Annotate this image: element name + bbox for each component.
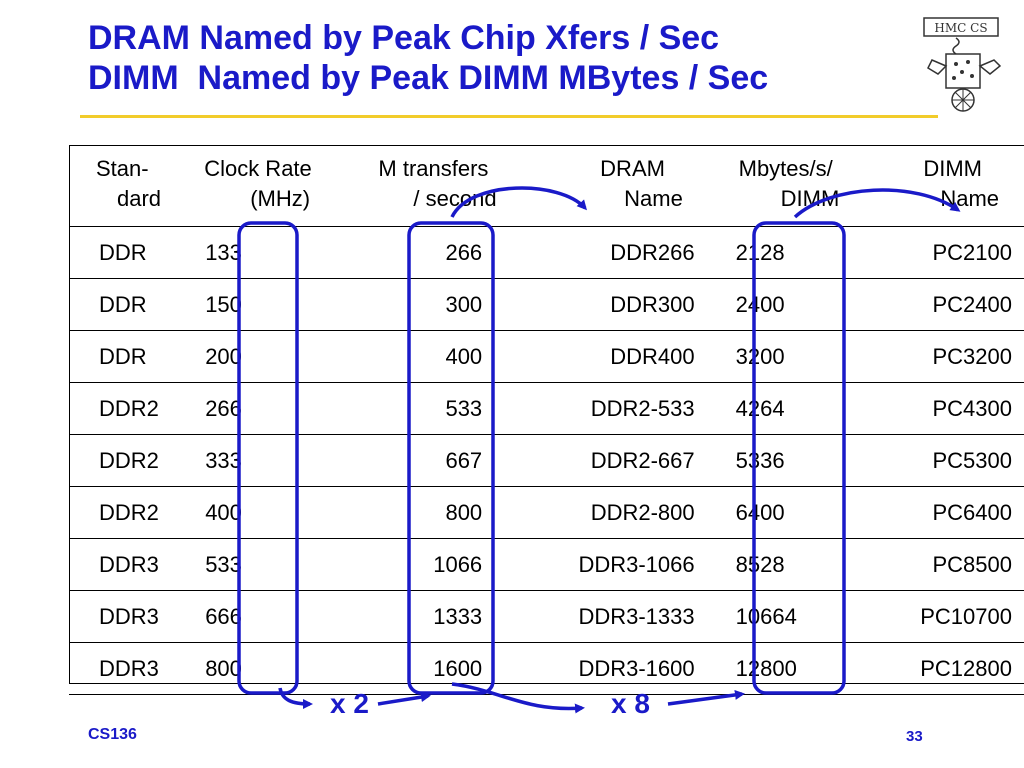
arrow-x8-to-mbytes [667,689,745,706]
table-row: DDR 200 400 DDR400 3200 PC3200 [69,330,1024,383]
hmc-cs-logo: HMC CS [923,17,1002,112]
table-row: DDR2 266 533 DDR2-533 4264 PC4300 [69,382,1024,435]
cell-mbytes-per-dimm: 12800 [719,642,848,695]
cell-dimm-name: PC4300 [847,382,1024,435]
cell-clock-rate: 533 [192,538,319,591]
header-m-transfers: M transfers / second [318,145,528,227]
cell-standard: DDR3 [69,538,193,591]
cell-clock-rate: 800 [192,642,319,695]
header-clock-rate: Clock Rate (MHz) [192,145,319,227]
cell-m-transfers: 1333 [318,590,528,643]
cell-m-transfers: 1600 [318,642,528,695]
cell-dram-name: DDR2-800 [527,486,720,539]
cell-standard: DDR [69,330,193,383]
header-standard: Stan- dard [69,145,193,227]
cell-standard: DDR [69,226,193,279]
cell-standard: DDR2 [69,382,193,435]
cell-dimm-name: PC12800 [847,642,1024,695]
cell-dimm-name: PC6400 [847,486,1024,539]
dram-table: Stan- dard Clock Rate (MHz) M transfers … [69,145,1024,695]
header-dram-name: DRAM Name [527,145,720,227]
cell-dram-name: DDR300 [527,278,720,331]
cell-m-transfers: 300 [318,278,528,331]
slide-title: DRAM Named by Peak Chip Xfers / Sec DIMM… [88,18,768,98]
cell-standard: DDR3 [69,590,193,643]
cell-clock-rate: 666 [192,590,319,643]
cell-dram-name: DDR266 [527,226,720,279]
cell-mbytes-per-dimm: 2128 [719,226,848,279]
cell-m-transfers: 1066 [318,538,528,591]
table-row: DDR2 333 667 DDR2-667 5336 PC5300 [69,434,1024,487]
cell-clock-rate: 150 [192,278,319,331]
cell-clock-rate: 266 [192,382,319,435]
cell-standard: DDR [69,278,193,331]
cell-dimm-name: PC3200 [847,330,1024,383]
cell-mbytes-per-dimm: 3200 [719,330,848,383]
cell-mbytes-per-dimm: 10664 [719,590,848,643]
cell-m-transfers: 400 [318,330,528,383]
cell-dimm-name: PC8500 [847,538,1024,591]
cell-dimm-name: PC2100 [847,226,1024,279]
cell-mbytes-per-dimm: 6400 [719,486,848,539]
header-mbytes-per-dimm: Mbytes/s/ DIMM [719,145,848,227]
cell-mbytes-per-dimm: 2400 [719,278,848,331]
title-underline [80,115,938,118]
table-row: DDR 133 266 DDR266 2128 PC2100 [69,226,1024,279]
title-line-2: DIMM Named by Peak DIMM MBytes / Sec [88,59,769,97]
header-dimm-name: DIMM Name [847,145,1024,227]
cell-standard: DDR3 [69,642,193,695]
cell-m-transfers: 667 [318,434,528,487]
cell-clock-rate: 400 [192,486,319,539]
table-row: DDR2 400 800 DDR2-800 6400 PC6400 [69,486,1024,539]
cell-mbytes-per-dimm: 4264 [719,382,848,435]
cell-dram-name: DDR3-1066 [527,538,720,591]
cell-m-transfers: 266 [318,226,528,279]
cell-dimm-name: PC5300 [847,434,1024,487]
course-label: CS136 [88,726,137,743]
table-row: DDR3 666 1333 DDR3-1333 10664 PC10700 [69,590,1024,643]
cell-clock-rate: 333 [192,434,319,487]
cell-dram-name: DDR3-1600 [527,642,720,695]
cell-dram-name: DDR3-1333 [527,590,720,643]
cell-clock-rate: 133 [192,226,319,279]
cell-standard: DDR2 [69,486,193,539]
table-row: DDR 150 300 DDR300 2400 PC2400 [69,278,1024,331]
cell-m-transfers: 800 [318,486,528,539]
cell-mbytes-per-dimm: 8528 [719,538,848,591]
table-row: DDR3 533 1066 DDR3-1066 8528 PC8500 [69,538,1024,591]
cell-dram-name: DDR2-667 [527,434,720,487]
page-number: 33 [906,728,923,745]
cell-m-transfers: 533 [318,382,528,435]
table-row: DDR3 800 1600 DDR3-1600 12800 PC12800 [69,642,1024,695]
cell-dram-name: DDR2-533 [527,382,720,435]
cell-dimm-name: PC2400 [847,278,1024,331]
multiplier-x2-label: x 2 [330,688,369,719]
cell-standard: DDR2 [69,434,193,487]
cell-dram-name: DDR400 [527,330,720,383]
cell-clock-rate: 200 [192,330,319,383]
cell-dimm-name: PC10700 [847,590,1024,643]
logo-text: HMC CS [934,21,987,35]
cell-mbytes-per-dimm: 5336 [719,434,848,487]
title-line-1: DRAM Named by Peak Chip Xfers / Sec [88,19,720,57]
multiplier-x8-label: x 8 [611,688,650,719]
table-header-row: Stan- dard Clock Rate (MHz) M transfers … [69,145,1024,227]
arrow-x2-to-transfers [377,692,431,706]
